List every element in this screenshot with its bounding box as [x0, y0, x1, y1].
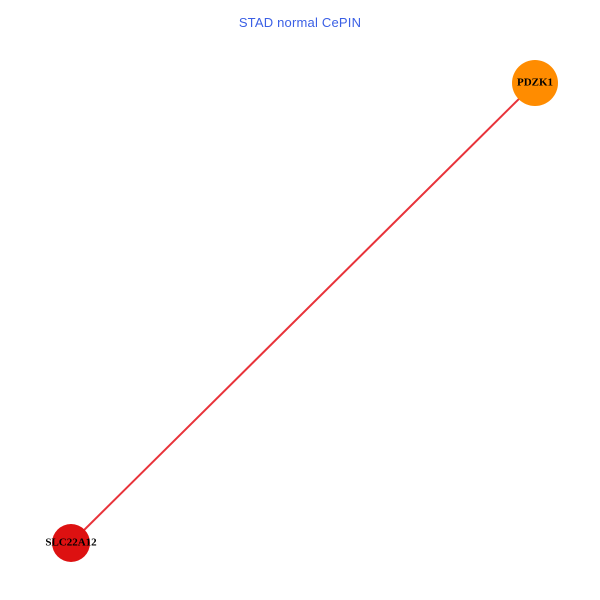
page-title: STAD normal CePIN — [238, 15, 362, 30]
graph-node-label: SLC22A12 — [45, 536, 97, 549]
graph-node-pdzk1[interactable]: PDZK1 — [512, 60, 558, 106]
graph-node-slc22a12[interactable]: SLC22A12 — [45, 524, 97, 562]
graph-edge — [70, 82, 536, 544]
graph-node-label: PDZK1 — [516, 76, 554, 89]
